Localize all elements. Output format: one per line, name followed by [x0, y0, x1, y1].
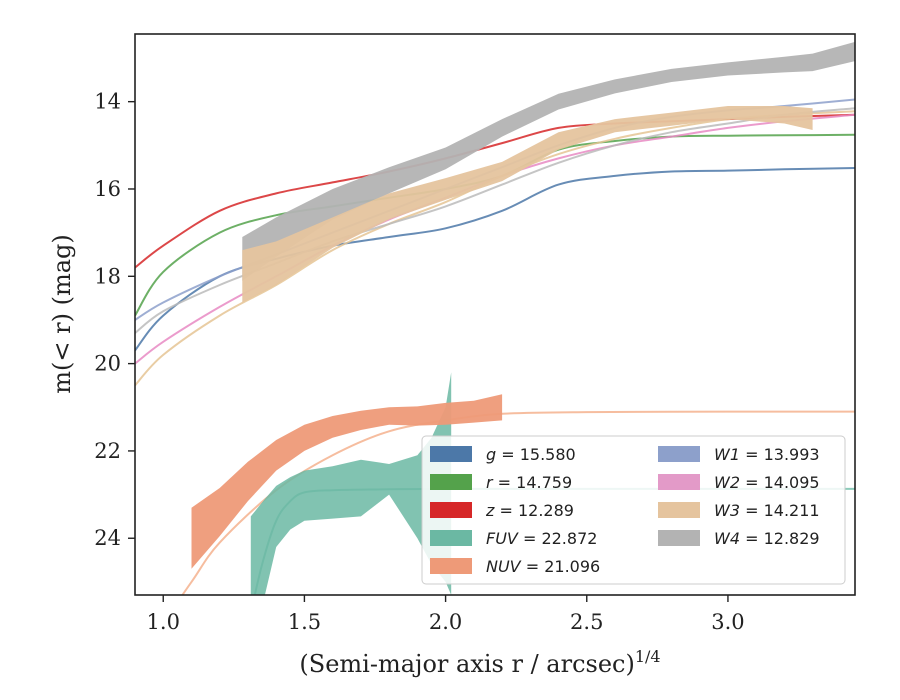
x-tick-label: 1.0: [147, 610, 180, 634]
legend-label-w1: W1 = 13.993: [714, 445, 820, 464]
y-tick-label: 16: [94, 177, 121, 201]
legend-label-w3: W3 = 14.211: [714, 501, 820, 520]
axis-ticks: 1.0 1.5 2.0 2.5 3.0 14 16 18 20 22 24: [94, 90, 744, 634]
legend-box: [421, 435, 846, 585]
x-axis-label-exponent: 1/4: [635, 647, 661, 666]
y-tick-label: 20: [94, 352, 121, 376]
x-tick-label: 2.0: [429, 610, 462, 634]
legend-label-nuv: NUV = 21.096: [486, 557, 600, 576]
legend-swatch-w3: [658, 502, 700, 518]
legend-label-w4: W4 = 12.829: [714, 529, 820, 548]
legend-swatch-z: [430, 502, 472, 518]
series-layer: [135, 41, 855, 595]
y-tick-label: 18: [94, 264, 121, 288]
y-tick-label: 24: [94, 526, 121, 550]
band-nuv: [191, 394, 503, 569]
x-tick-label: 3.0: [711, 610, 744, 634]
legend-swatch-g: [430, 446, 472, 462]
y-tick-label: 14: [94, 90, 121, 114]
legend-label-fuv: FUV = 22.872: [486, 529, 597, 548]
x-axis-label-main: (Semi-major axis r / arcsec): [299, 650, 634, 678]
legend-swatch-nuv: [430, 558, 472, 574]
legend-label-r: r = 14.759: [486, 473, 572, 492]
x-tick-label: 2.5: [570, 610, 603, 634]
band-w4: [242, 41, 855, 281]
legend-label-z: z = 12.289: [485, 501, 574, 520]
legend-swatch-fuv: [430, 530, 472, 546]
legend-swatch-w1: [658, 446, 700, 462]
x-axis-label: (Semi-major axis r / arcsec)1/4: [299, 647, 660, 678]
legend-swatch-w2: [658, 474, 700, 490]
legend-swatch-w4: [658, 530, 700, 546]
curve-nuv: [181, 410, 855, 595]
band-fuv: [250, 372, 452, 595]
legend-swatch-r: [430, 474, 472, 490]
y-axis-label: m(< r) (mag): [48, 234, 76, 393]
curve-w4: [135, 107, 855, 334]
x-tick-label: 1.5: [288, 610, 321, 634]
plot-frame: [134, 33, 856, 596]
legend: g = 15.580 r = 14.759 z = 12.289 FUV = 22.8…: [421, 435, 846, 585]
legend-label-w2: W2 = 14.095: [714, 473, 820, 492]
legend-label-g: g = 15.580: [486, 445, 576, 464]
y-tick-label: 22: [94, 439, 121, 463]
